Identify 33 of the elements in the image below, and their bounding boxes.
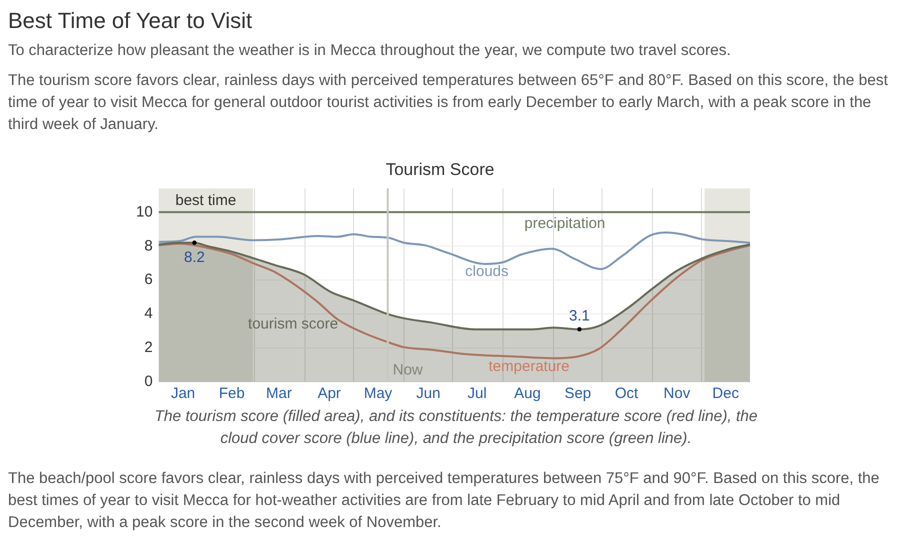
chart-title: Tourism Score (386, 160, 494, 179)
y-tick-label: 0 (144, 373, 153, 390)
x-tick-label: Mar (266, 385, 292, 402)
x-tick-label: Oct (614, 385, 640, 402)
x-tick-label: Nov (664, 385, 691, 402)
band-label: best time (175, 192, 236, 210)
series-label: precipitation (524, 215, 606, 232)
y-tick-label: 8 (144, 237, 153, 254)
annotation: 3.1 (569, 307, 590, 324)
x-tick-label: Aug (514, 385, 541, 402)
text: Best Time of Year to Visit (8, 8, 254, 34)
x-tick-label: Sep (564, 385, 592, 402)
text: The tourism score favors clear, rainless days with perceived temperatures between 65°F and 80°F. Based on this score, the best time of year to visit Mecca for general outdoor tourist activities is from early December to early March, with a peak score in the third week of January. (8, 71, 889, 135)
series-label: temperature (488, 358, 570, 375)
text: The tourism score (filled area), and its constituents: the temperature score (red line), the cloud cover score (blue line), and the precipitation score (green line). (153, 407, 759, 449)
x-tick-label: Jul (467, 385, 487, 402)
y-tick-label: 6 (144, 271, 153, 288)
series-label: clouds (465, 262, 509, 280)
x-tick-label: Jun (416, 385, 440, 402)
line-series (158, 242, 750, 360)
x-tick-label: Dec (712, 385, 740, 402)
x-tick-label: May (364, 385, 393, 402)
y-tick-label: 10 (136, 203, 153, 220)
series-label: tourism score (248, 315, 338, 332)
x-tick-label: Feb (218, 385, 245, 402)
y-tick-label: 4 (144, 305, 153, 322)
annotation: 8.2 (184, 248, 205, 266)
y-tick-label: 2 (144, 339, 153, 356)
text: To characterize how pleasant the weather is in Mecca throughout the year, we compute two travel scores. (8, 41, 732, 61)
text: The beach/pool score favors clear, rainless days with perceived temperatures between 75°F and 90°F. Based on this score, the best times of year to visit Mecca for hot-weather activities are from late February to mid April and from late October to mid December, with a peak score in the second week of November. (8, 469, 880, 533)
x-tick-label: Apr (318, 385, 341, 402)
x-tick-label: Jan (170, 385, 196, 402)
ref-line-label: Now (392, 362, 423, 379)
